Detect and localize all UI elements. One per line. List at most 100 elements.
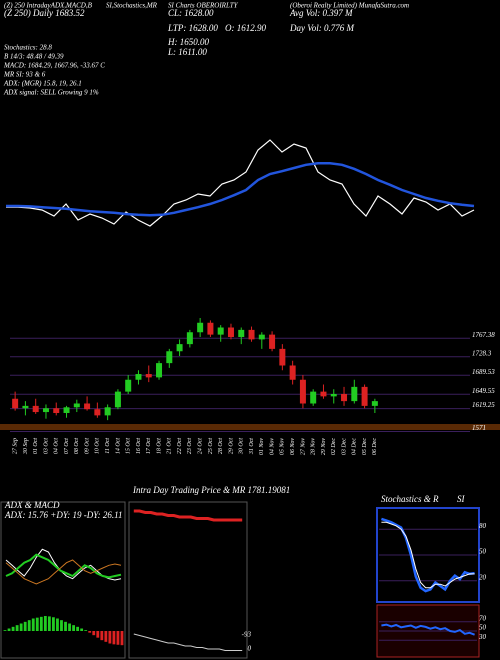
bar (96, 631, 100, 638)
day-vol: Day Vol: 0.776 M (289, 23, 354, 33)
candle-body (114, 391, 121, 408)
panel-label: 0 (248, 645, 252, 653)
avg-vol: Avg Vol: 0.397 M (289, 8, 353, 18)
band (0, 424, 500, 430)
x-tick-label: 01 Oct (33, 438, 39, 454)
bar (27, 620, 31, 631)
candle-body (186, 332, 193, 345)
x-tick-label: 27 Sep (13, 438, 19, 454)
bar (19, 623, 23, 631)
candle-body (197, 322, 204, 333)
candle-body (217, 327, 224, 335)
x-tick-label: 28 Oct (218, 438, 224, 454)
x-tick-label: 23 Oct (187, 438, 193, 454)
candle-body (176, 344, 183, 352)
candle-body (156, 363, 163, 378)
candle-body (341, 394, 348, 402)
stat: ADX signal: SELL Growing 9 1% (3, 89, 99, 97)
y-tick-label: 1767.38 (472, 331, 495, 339)
series-line (380, 517, 475, 593)
ltp: LTP: 1628.00 (167, 23, 218, 33)
x-tick-label: 21 Oct (167, 438, 173, 454)
candle-body (238, 329, 245, 337)
candle-body (248, 329, 255, 340)
x-tick-label: 29 Nov (321, 438, 327, 456)
panel-border (376, 507, 480, 603)
header-text: SI Charts OBEROIRLTY (168, 2, 239, 10)
bar (3, 630, 7, 631)
bar (92, 631, 96, 636)
bar (68, 623, 71, 631)
x-tick-label: 04 Nov (268, 438, 275, 456)
x-tick-label: 25 Oct (208, 438, 214, 454)
bar (35, 617, 39, 631)
y-tick-label: 50 (479, 624, 487, 632)
candle-body (145, 374, 152, 378)
series-line (5, 553, 122, 579)
x-tick-label: 08 Oct (74, 438, 80, 454)
x-tick-label: 07 Oct (64, 438, 70, 454)
candle-body (63, 407, 70, 413)
y-tick-label: 1619.25 (472, 401, 495, 409)
stat: MACD: 1684.29, 1667.96, -33.67 C (3, 62, 105, 70)
bar (100, 631, 104, 641)
close: CL: 1628.00 (168, 8, 214, 18)
panel-title: Intra Day Trading Price & MR 1781.19081 (132, 485, 290, 495)
bar (11, 626, 15, 631)
y-tick-label: 30 (478, 633, 487, 641)
panel-label: -93 (242, 631, 252, 639)
candle-body (351, 386, 358, 402)
series-line (381, 521, 475, 589)
candle-body (227, 327, 234, 337)
candle-body (269, 334, 276, 349)
candle-body (12, 398, 19, 409)
panel-title: ADX & MACD (4, 500, 60, 510)
x-tick-label: 14 Oct (114, 438, 121, 454)
y-tick-label: 50 (479, 548, 487, 556)
x-tick-label: 24 Oct (197, 438, 204, 454)
bar (64, 621, 67, 631)
panel-title: SI (457, 494, 466, 504)
header-text: (Oberoi Realty Limited) MunafaSutra.com (290, 2, 409, 10)
bar (84, 630, 88, 631)
candle-body (125, 379, 132, 392)
x-tick-label: 30 Sep (23, 438, 29, 455)
header-text: (Z) 250 IntradayADX,MACD,B (4, 2, 93, 10)
x-tick-label: 28 Nov (311, 438, 317, 456)
candle-body (94, 409, 101, 416)
series-line (381, 623, 475, 636)
candle-body (207, 322, 214, 335)
x-tick-label: 27 Nov (300, 438, 306, 456)
bar (15, 625, 19, 631)
x-tick-label: 18 Oct (156, 438, 162, 454)
y-tick-label: 20 (479, 573, 487, 581)
x-tick-label: 04 Dec (351, 438, 358, 455)
series-line (133, 509, 243, 522)
bar (88, 631, 92, 633)
series-line (6, 139, 475, 227)
series-line (5, 559, 122, 585)
bar (76, 626, 80, 631)
candle-body (330, 394, 337, 397)
candle-body (320, 391, 327, 397)
candle-body (258, 334, 265, 340)
bar (60, 620, 63, 631)
bar (120, 631, 124, 646)
x-tick-label: 17 Oct (146, 438, 152, 454)
bar (43, 616, 47, 631)
series-line (133, 633, 243, 651)
x-tick-label: 03 Dec (341, 438, 347, 455)
candle-body (310, 391, 317, 404)
bar (47, 616, 51, 631)
bar (39, 616, 43, 631)
x-tick-label: 06 Nov (290, 438, 296, 456)
candle-body (32, 405, 39, 413)
x-tick-label: 31 Oct (249, 438, 255, 455)
bar (104, 631, 108, 642)
candle-body (299, 379, 306, 404)
x-tick-label: 22 Oct (177, 438, 183, 454)
bar (112, 631, 116, 645)
y-tick-label: 70 (479, 614, 487, 622)
panel-border (0, 501, 126, 659)
